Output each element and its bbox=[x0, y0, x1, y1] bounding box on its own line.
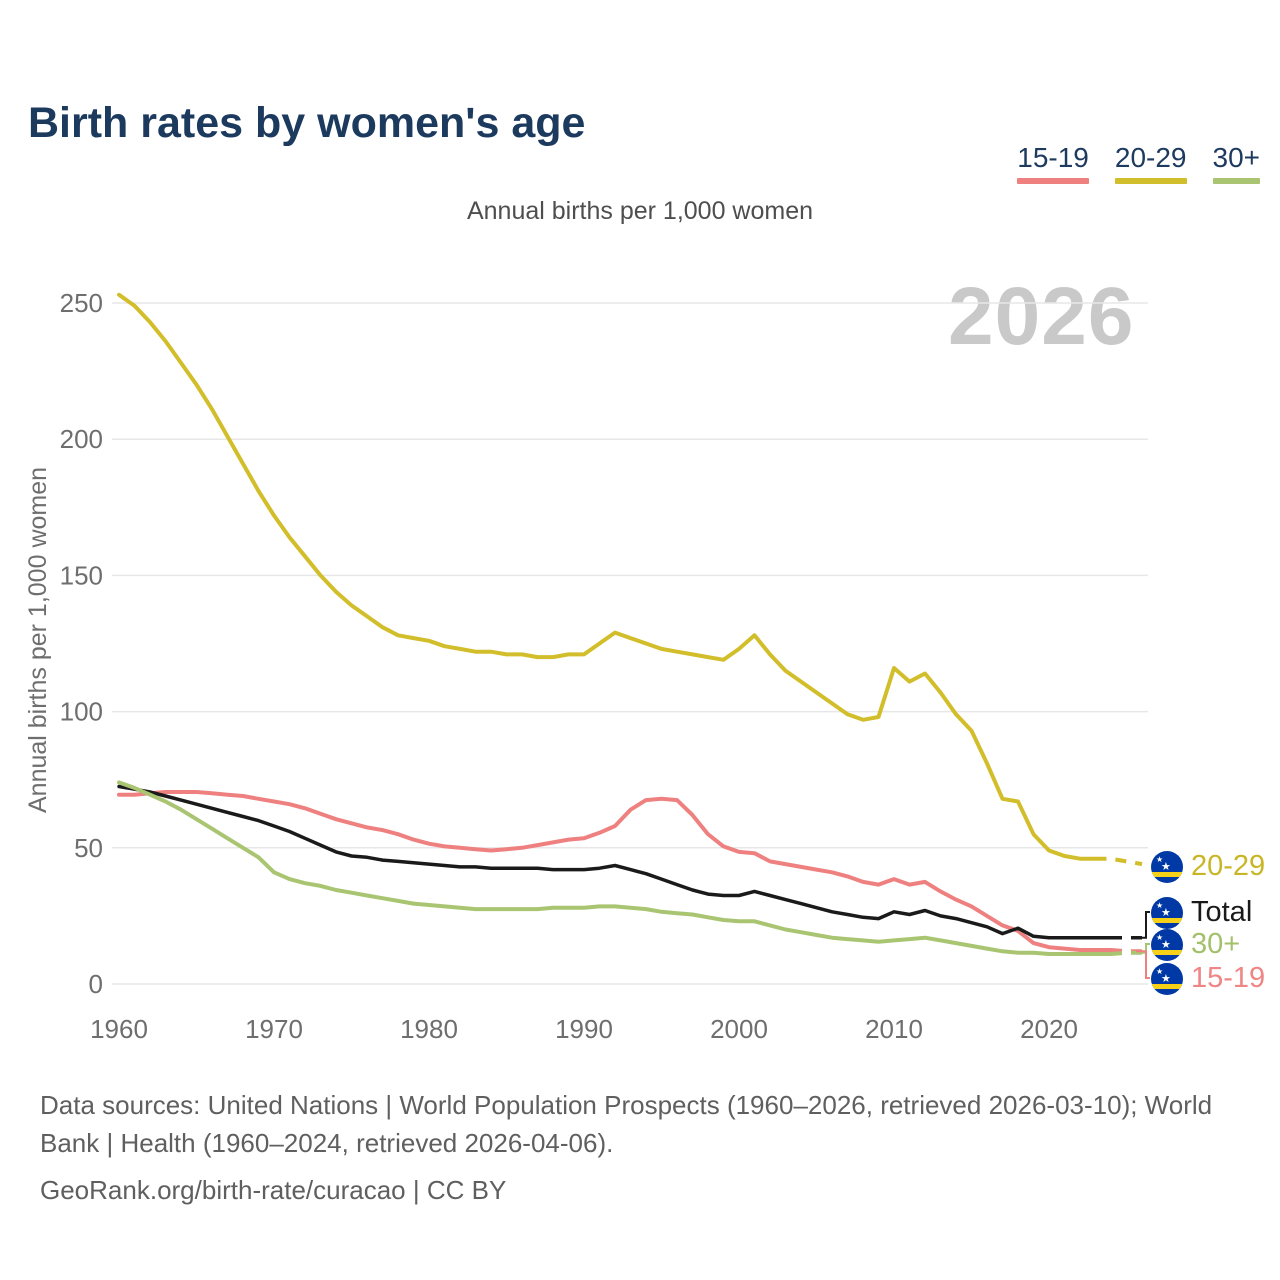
data-sources-text: Data sources: United Nations | World Pop… bbox=[40, 1090, 1213, 1159]
x-tick-label: 1960 bbox=[90, 1014, 148, 1044]
legend-color-bar bbox=[1017, 178, 1089, 184]
legend-color-bar bbox=[1212, 178, 1260, 184]
end-label-text: 15-19 bbox=[1191, 962, 1266, 994]
curacao-flag-icon: ★ ★ bbox=[1151, 962, 1183, 995]
y-tick-label: 250 bbox=[60, 288, 103, 318]
legend-color-bar bbox=[1114, 178, 1187, 184]
legend-label: 20-29 bbox=[1114, 142, 1187, 173]
y-tick-label: 100 bbox=[60, 697, 103, 727]
x-tick-label: 1980 bbox=[400, 1014, 458, 1044]
y-tick-label: 50 bbox=[74, 833, 103, 863]
curacao-flag-icon: ★ ★ bbox=[1151, 896, 1183, 929]
end-label-total: ★ ★ Total bbox=[1151, 896, 1252, 929]
year-watermark: 2026 bbox=[948, 271, 1135, 362]
series-line-30+ bbox=[117, 780, 1113, 956]
legend-label: 30+ bbox=[1212, 142, 1261, 173]
x-tick-label: 2000 bbox=[710, 1014, 768, 1044]
y-tick-label: 150 bbox=[60, 560, 103, 590]
page-title: Birth rates by women's age bbox=[28, 98, 586, 147]
legend-item-30plus[interactable]: 30+ bbox=[1212, 142, 1261, 184]
end-label-30plus: ★ ★ 30+ bbox=[1151, 928, 1240, 961]
x-tick-label: 1970 bbox=[245, 1014, 303, 1044]
y-tick-label: 200 bbox=[60, 424, 103, 454]
x-tick-label: 1990 bbox=[555, 1014, 613, 1044]
leader-line-30+ bbox=[1136, 943, 1150, 954]
legend-label: 15-19 bbox=[1017, 142, 1089, 173]
x-tick-label: 2020 bbox=[1020, 1014, 1078, 1044]
series-line-15-19 bbox=[117, 790, 1113, 952]
chart-subtitle: Annual births per 1,000 women bbox=[466, 197, 814, 225]
leader-line-15-19 bbox=[1136, 950, 1150, 979]
legend-item-20-29[interactable]: 20-29 bbox=[1114, 142, 1187, 184]
leader-line-Total bbox=[1136, 911, 1150, 939]
curacao-flag-icon: ★ ★ bbox=[1151, 850, 1183, 883]
end-label-text: 30+ bbox=[1191, 928, 1241, 960]
end-label-text: 20-29 bbox=[1191, 850, 1266, 882]
y-axis-title: Annual births per 1,000 women bbox=[24, 467, 52, 813]
legend: 15-19 20-29 30+ bbox=[1017, 142, 1260, 184]
footer: Data sources: United Nations | World Pop… bbox=[40, 1086, 1240, 1209]
y-tick-label: 0 bbox=[89, 969, 103, 999]
attribution-text: GeoRank.org/birth-rate/curacao | CC BY bbox=[40, 1174, 507, 1205]
series-line-20-29 bbox=[117, 292, 1098, 861]
series-line-Total bbox=[117, 784, 1113, 940]
series-projection-20-29 bbox=[1095, 856, 1143, 867]
end-label-15-19: ★ ★ 15-19 bbox=[1151, 962, 1265, 995]
curacao-flag-icon: ★ ★ bbox=[1151, 928, 1183, 961]
x-tick-label: 2010 bbox=[865, 1014, 923, 1044]
legend-item-15-19[interactable]: 15-19 bbox=[1017, 142, 1089, 184]
end-label-20-29: ★ ★ 20-29 bbox=[1151, 850, 1265, 883]
end-label-text: Total bbox=[1191, 896, 1253, 928]
